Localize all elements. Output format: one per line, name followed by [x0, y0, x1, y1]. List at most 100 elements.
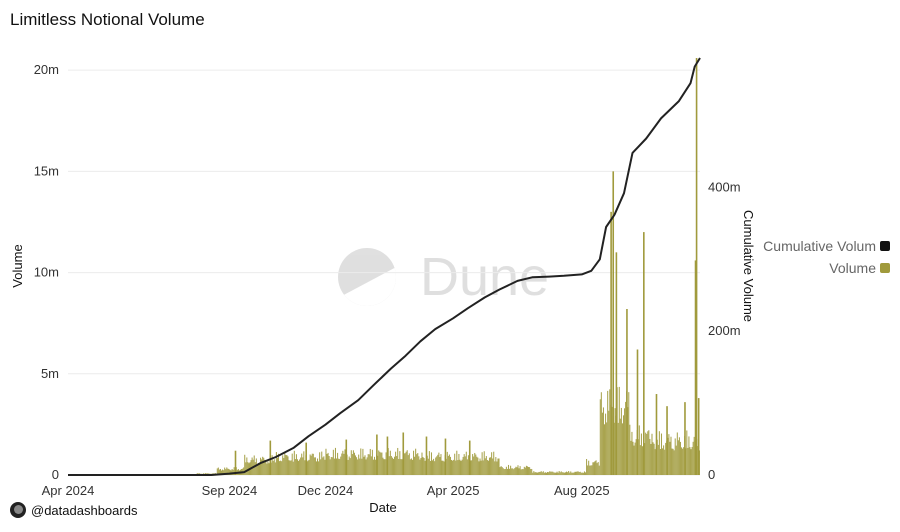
volume-bar — [562, 472, 564, 475]
volume-bar — [298, 460, 300, 475]
volume-bar — [257, 462, 259, 475]
volume-bar — [459, 459, 461, 475]
volume-bar — [458, 453, 460, 475]
volume-bar — [367, 454, 369, 475]
volume-bar — [381, 452, 383, 475]
volume-bar — [219, 468, 221, 475]
volume-bar — [547, 471, 549, 475]
volume-bar — [435, 457, 437, 475]
volume-bar — [586, 458, 588, 475]
volume-bar — [512, 468, 514, 475]
volume-bar — [437, 454, 439, 475]
volume-bar — [568, 471, 570, 475]
volume-bar — [375, 459, 377, 475]
volume-bar — [382, 457, 384, 475]
volume-bar — [421, 452, 423, 475]
volume-bar — [578, 472, 580, 475]
volume-bar — [503, 469, 505, 475]
volume-bar — [309, 454, 311, 475]
volume-bar — [262, 456, 264, 475]
y-tick-left: 5m — [41, 366, 59, 381]
volume-bar — [628, 392, 630, 475]
volume-bar — [225, 469, 227, 475]
volume-bar — [571, 472, 573, 475]
volume-bar — [529, 467, 531, 475]
volume-bar — [266, 463, 268, 475]
volume-bar — [349, 458, 351, 475]
volume-bar — [438, 452, 440, 475]
volume-bar — [541, 472, 543, 475]
volume-bar — [618, 386, 620, 475]
volume-bar — [358, 454, 360, 475]
y-tick-right: 400m — [708, 179, 741, 194]
volume-bar — [318, 461, 320, 475]
volume-bar — [404, 453, 406, 475]
volume-bar — [383, 459, 385, 475]
volume-bar — [312, 453, 314, 475]
volume-bar — [515, 466, 517, 475]
volume-bar — [553, 472, 555, 475]
volume-bar — [430, 452, 433, 475]
volume-bar — [495, 457, 497, 475]
volume-bar — [419, 459, 421, 475]
volume-bar — [602, 407, 604, 475]
volume-bar — [294, 459, 296, 475]
volume-bar — [605, 413, 607, 475]
volume-bar — [330, 456, 332, 475]
credit-handle[interactable]: @datadashboards — [31, 502, 138, 518]
volume-bar — [479, 458, 481, 475]
volume-bar — [409, 459, 411, 475]
volume-bar — [572, 472, 574, 475]
volume-bar — [554, 472, 556, 475]
volume-bar — [322, 457, 324, 475]
volume-bar — [501, 467, 503, 475]
volume-bar — [244, 454, 246, 475]
volume-bar — [418, 456, 420, 475]
volume-bar — [389, 450, 391, 475]
volume-bar — [506, 468, 508, 475]
volume-bar — [390, 456, 392, 475]
volume-bar — [595, 460, 597, 475]
volume-bar-spike — [636, 349, 639, 475]
volume-bar — [337, 452, 339, 475]
volume-bar — [588, 460, 590, 475]
volume-bar — [442, 460, 444, 475]
legend-item-cumulative[interactable]: Cumulative Volum — [752, 235, 890, 257]
volume-bar — [423, 458, 425, 475]
volume-bar — [429, 460, 431, 475]
volume-bar — [692, 441, 694, 475]
volume-bar — [411, 459, 414, 475]
volume-bar — [282, 455, 284, 475]
volume-bar — [652, 442, 654, 475]
legend-item-volume[interactable]: Volume — [752, 257, 890, 279]
volume-bar-spike — [694, 260, 697, 475]
legend-swatch-cumulative — [880, 241, 890, 251]
volume-bar — [276, 457, 278, 475]
volume-bar — [360, 448, 362, 475]
volume-bar — [464, 456, 466, 475]
volume-bar — [561, 472, 563, 475]
volume-bar — [552, 471, 554, 475]
volume-bar — [443, 461, 445, 475]
volume-bar — [454, 453, 456, 475]
volume-bar — [540, 471, 542, 475]
volume-bar — [633, 445, 635, 475]
volume-bar — [645, 432, 647, 475]
volume-bar — [218, 469, 220, 475]
volume-bar-spike — [468, 440, 471, 475]
volume-bar — [653, 443, 655, 475]
x-tick: Apr 2025 — [427, 483, 480, 498]
volume-bar — [662, 448, 664, 475]
volume-bar — [253, 455, 255, 475]
volume-bar — [635, 439, 637, 475]
volume-bar — [523, 466, 525, 475]
volume-bar — [668, 434, 670, 475]
volume-bar — [679, 441, 682, 475]
volume-bar — [300, 457, 302, 475]
volume-bar — [275, 452, 277, 475]
volume-bar — [351, 454, 353, 475]
volume-bar-spike — [386, 436, 389, 475]
volume-bar — [524, 467, 526, 475]
volume-bar — [631, 431, 633, 475]
volume-bar — [222, 469, 224, 475]
